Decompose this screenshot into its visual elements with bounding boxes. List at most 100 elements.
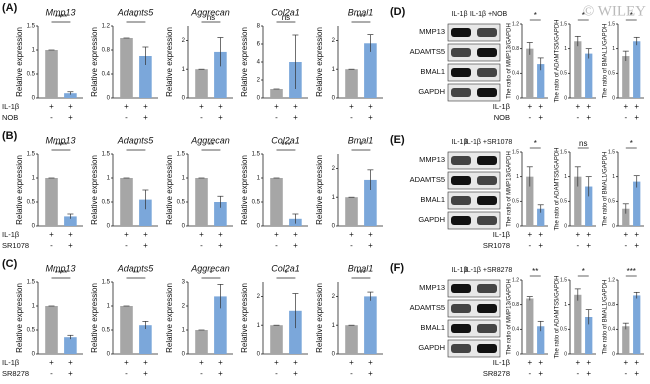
y-tick-label: 0: [182, 224, 186, 230]
y-axis-label: The ratio of MMP13/GAPDH: [507, 279, 513, 355]
y-tick-label: 1: [182, 176, 186, 182]
y-tick-label: 1: [107, 304, 111, 310]
chart-title: Col2a1: [271, 135, 300, 145]
treatment-sign: +: [634, 102, 639, 111]
y-tick-label: 0: [332, 352, 336, 358]
treatment-sign: +: [586, 230, 591, 239]
treatment-sign: +: [623, 102, 628, 111]
blot-band: [477, 304, 497, 313]
protein-label: ADAMTS5: [410, 175, 445, 184]
y-tick-label: 0.8: [512, 302, 519, 308]
y-tick-label: 0: [564, 223, 567, 229]
chart-title: Aggrecan: [190, 135, 230, 145]
treatment-sign: +: [49, 230, 54, 239]
treatment-sign: +: [293, 241, 298, 250]
chart-title: Mmp13: [45, 135, 75, 145]
protein-label: BMAL1: [420, 67, 445, 76]
significance-label: *: [284, 269, 287, 278]
treatment-sign: +: [143, 358, 148, 367]
treatment-sign: +: [368, 358, 373, 367]
treatment-sign: +: [527, 358, 532, 367]
y-tick-label: 0: [612, 351, 615, 357]
bar: [526, 176, 534, 226]
y-tick-label: 1: [32, 176, 36, 182]
treatment-name: SR8278: [483, 369, 510, 378]
panel-label: (B): [2, 130, 18, 142]
y-tick-label: 0.5: [27, 200, 36, 206]
treatment-sign: +: [527, 230, 532, 239]
bar: [526, 48, 534, 98]
treatment-sign: +: [68, 358, 73, 367]
blot-band: [451, 176, 471, 185]
treatment-sign: +: [218, 230, 223, 239]
y-tick-label: 1.5: [27, 24, 36, 30]
y-tick-label: 0: [332, 224, 336, 230]
y-tick-label: 4: [257, 60, 261, 66]
treatment-sign: +: [199, 358, 204, 367]
bar: [585, 53, 593, 98]
treatment-sign: +: [538, 102, 543, 111]
y-tick-label: 2: [332, 38, 336, 44]
bar: [622, 208, 630, 226]
y-axis-label: Relative expression: [165, 27, 174, 97]
protein-label: ADAMTS5: [410, 47, 445, 56]
bar: [64, 216, 77, 226]
treatment-sign: -: [350, 241, 353, 250]
chart-title: Adamts5: [117, 135, 155, 145]
y-tick-label: 0: [107, 352, 111, 358]
y-tick-label: 0.8: [102, 48, 111, 54]
y-axis-label: The ratio of ADAMTS5/GAPDH: [555, 147, 561, 230]
bar: [633, 41, 641, 98]
y-axis-label: Relative expression: [240, 155, 249, 225]
treatment-sign: -: [576, 113, 579, 122]
y-axis-label: Relative expression: [90, 27, 99, 97]
lane-label: IL-1β: [451, 267, 467, 274]
y-tick-label: 1: [564, 46, 567, 52]
treatment-sign: +: [274, 358, 279, 367]
y-tick-label: 2: [332, 294, 336, 300]
y-axis-label: Relative expression: [165, 283, 174, 353]
y-axis-label: Relative expression: [15, 155, 24, 225]
protein-label: ADAMTS5: [410, 303, 445, 312]
treatment-sign: +: [575, 102, 580, 111]
watermark: © WILEY: [583, 3, 646, 19]
bar: [45, 306, 58, 354]
treatment-sign: -: [200, 241, 203, 250]
significance-label: *: [534, 139, 537, 148]
treatment-sign: -: [350, 369, 353, 378]
y-tick-label: 0.5: [512, 199, 519, 205]
significance-label: ***: [281, 141, 290, 150]
significance-label: *: [582, 267, 585, 276]
treatment-sign: +: [538, 369, 543, 378]
treatment-sign: +: [349, 230, 354, 239]
treatment-sign: +: [538, 241, 543, 250]
y-tick-label: 2: [257, 294, 261, 300]
y-tick-label: 0: [564, 351, 567, 357]
y-axis-label: The ratio of MMP13/GAPDH: [507, 23, 513, 99]
significance-label: *: [134, 141, 137, 150]
y-tick-label: 1: [182, 328, 186, 334]
y-tick-label: 0: [257, 352, 261, 358]
treatment-sign: +: [143, 102, 148, 111]
y-tick-label: 1: [332, 67, 336, 73]
bar: [139, 325, 152, 354]
protein-label: GAPDH: [418, 87, 445, 96]
treatment-sign: +: [218, 241, 223, 250]
chart-title: Bmal1: [348, 263, 374, 273]
y-tick-label: 2: [182, 38, 186, 44]
bar: [537, 64, 545, 98]
blot-band: [477, 324, 497, 333]
y-tick-label: 0: [612, 95, 615, 101]
treatment-name: IL-1β: [493, 230, 511, 239]
bar: [120, 178, 133, 226]
y-tick-label: 1.5: [177, 152, 186, 158]
bar: [45, 178, 58, 226]
blot-band: [477, 216, 497, 225]
y-tick-label: 1.2: [102, 24, 111, 30]
y-axis-label: Relative expression: [315, 155, 324, 225]
y-axis-label: The ratio of BMAL1/GAPDH: [603, 280, 609, 355]
treatment-sign: +: [68, 113, 73, 122]
treatment-sign: +: [274, 230, 279, 239]
treatment-sign: +: [527, 102, 532, 111]
protein-label: MMP13: [419, 155, 445, 164]
